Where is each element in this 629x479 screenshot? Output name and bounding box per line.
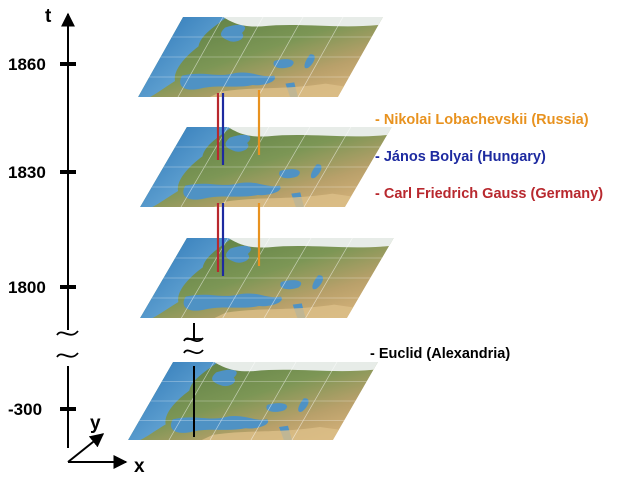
legend-gauss: - Carl Friedrich Gauss (Germany) <box>375 186 603 202</box>
legend-lobachevskii: - Nikolai Lobachevskii (Russia) <box>375 112 589 128</box>
time-axis <box>56 12 79 448</box>
tick-label-1860: 1860 <box>8 55 46 74</box>
tick-label-1800: 1800 <box>8 278 46 297</box>
map-plane-1800 <box>140 238 394 318</box>
tick-label-minus-300: -300 <box>8 400 42 419</box>
xy-axes <box>67 433 128 469</box>
legend-bolyai: - János Bolyai (Hungary) <box>375 149 546 165</box>
tick-label-1830: 1830 <box>8 163 46 182</box>
euclid-break-mark <box>183 337 204 355</box>
y-axis-label: y <box>90 413 101 434</box>
time-axis-label: t <box>45 6 52 27</box>
legend-euclid: - Euclid (Alexandria) <box>370 346 510 362</box>
map-plane-1830 <box>140 127 392 207</box>
map-plane-1860 <box>138 17 383 97</box>
x-axis-label: x <box>134 456 145 477</box>
map-plane-minus-300 <box>128 362 378 440</box>
